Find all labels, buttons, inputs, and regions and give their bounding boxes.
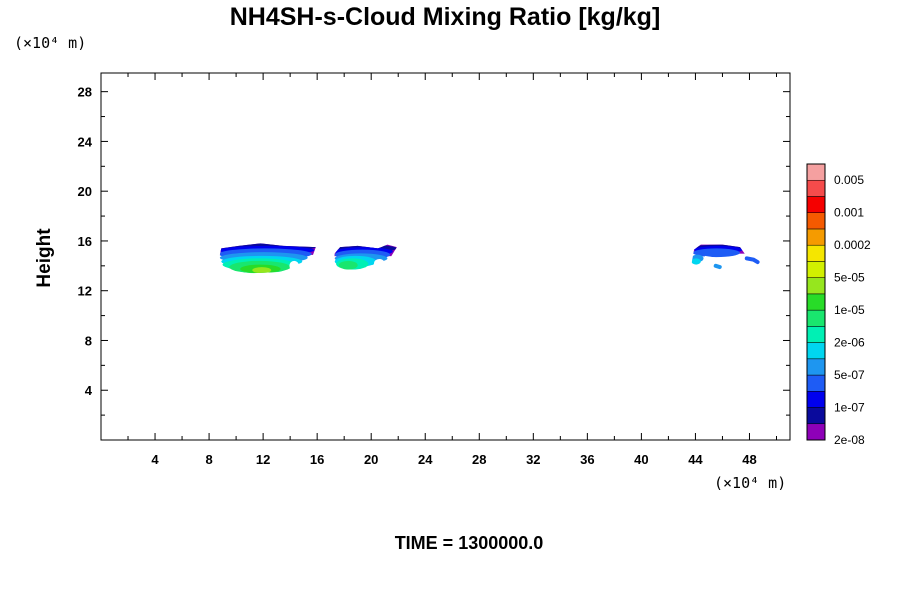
x-tick-label: 16 [310, 452, 324, 467]
colorbar-swatch [806, 228, 826, 246]
x-tick-label: 44 [688, 452, 703, 467]
x-tick-label: 20 [364, 452, 378, 467]
contour-hole [373, 258, 385, 268]
contour-band [691, 258, 701, 265]
colorbar-swatch [806, 244, 826, 262]
colorbar-label: 1e-05 [834, 303, 865, 317]
chart-title: NH4SH-s-Cloud Mixing Ratio [kg/kg] [230, 3, 661, 31]
colorbar-swatch [806, 391, 826, 408]
plot-frame [100, 72, 791, 441]
y-tick-label: 16 [78, 234, 92, 249]
colorbar-swatch [806, 277, 826, 295]
contour-band [692, 248, 741, 258]
colorbar-swatch [806, 293, 826, 311]
y-tick-label: 8 [85, 333, 92, 348]
x-axis-unit: (×10⁴ m) [714, 474, 786, 492]
contour-band [338, 260, 358, 270]
colorbar-label: 2e-06 [834, 336, 865, 350]
colorbar-label: 5e-07 [834, 368, 865, 382]
contour-band [252, 267, 272, 274]
colorbar-swatch [806, 423, 826, 441]
colorbar-swatch [806, 342, 826, 360]
cloud-region-cloud-a [217, 243, 316, 274]
colorbar-label: 2e-08 [834, 433, 865, 447]
colorbar-swatch [806, 326, 826, 343]
colorbar-swatch [806, 407, 826, 425]
colorbar-swatch [806, 196, 826, 213]
colorbar-label: 0.001 [834, 206, 864, 220]
colorbar-swatch [806, 212, 826, 230]
colorbar-swatch [806, 374, 826, 392]
y-tick-label: 24 [78, 134, 93, 149]
x-tick-label: 12 [256, 452, 270, 467]
y-tick-label: 20 [78, 184, 92, 199]
colorbar-legend: 0.005 0.001 0.0002 5e-05 1e-05 2e-06 5e-07 1e-0… [806, 163, 871, 447]
colorbar-frame [806, 163, 826, 441]
x-tick-label: 36 [580, 452, 594, 467]
x-tick-label: 8 [205, 452, 212, 467]
y-tick-label: 28 [78, 85, 92, 100]
y-axis-unit: (×10⁴ m) [14, 34, 86, 52]
contour-streak [744, 256, 760, 265]
y-axis-label: Height [34, 228, 55, 288]
x-tick-label: 48 [742, 452, 756, 467]
colorbar-label: 1e-07 [834, 401, 865, 415]
colorbar-swatch [806, 261, 826, 278]
x-tick-label: 4 [151, 452, 159, 467]
x-tick-label: 28 [472, 452, 486, 467]
colorbar-swatch [806, 309, 826, 327]
cloud-region-cloud-b [333, 244, 397, 270]
colorbar-label: 5e-05 [834, 271, 865, 285]
colorbar-swatch [806, 179, 826, 197]
colorbar-label: 0.0002 [834, 238, 871, 252]
x-tick-label: 24 [418, 452, 433, 467]
colorbar-swatch [806, 358, 826, 376]
plot-area [217, 243, 760, 274]
time-label: TIME = 1300000.0 [395, 533, 544, 553]
cloud-region-cloud-c [691, 244, 760, 270]
x-tick-label: 32 [526, 452, 540, 467]
x-tick-label: 40 [634, 452, 648, 467]
colorbar-label: 0.005 [834, 173, 864, 187]
y-tick-label: 4 [85, 383, 93, 398]
contour-hole [289, 260, 299, 271]
y-tick-label: 12 [78, 284, 92, 299]
colorbar-swatch [806, 163, 826, 181]
contour-streak [713, 263, 722, 270]
